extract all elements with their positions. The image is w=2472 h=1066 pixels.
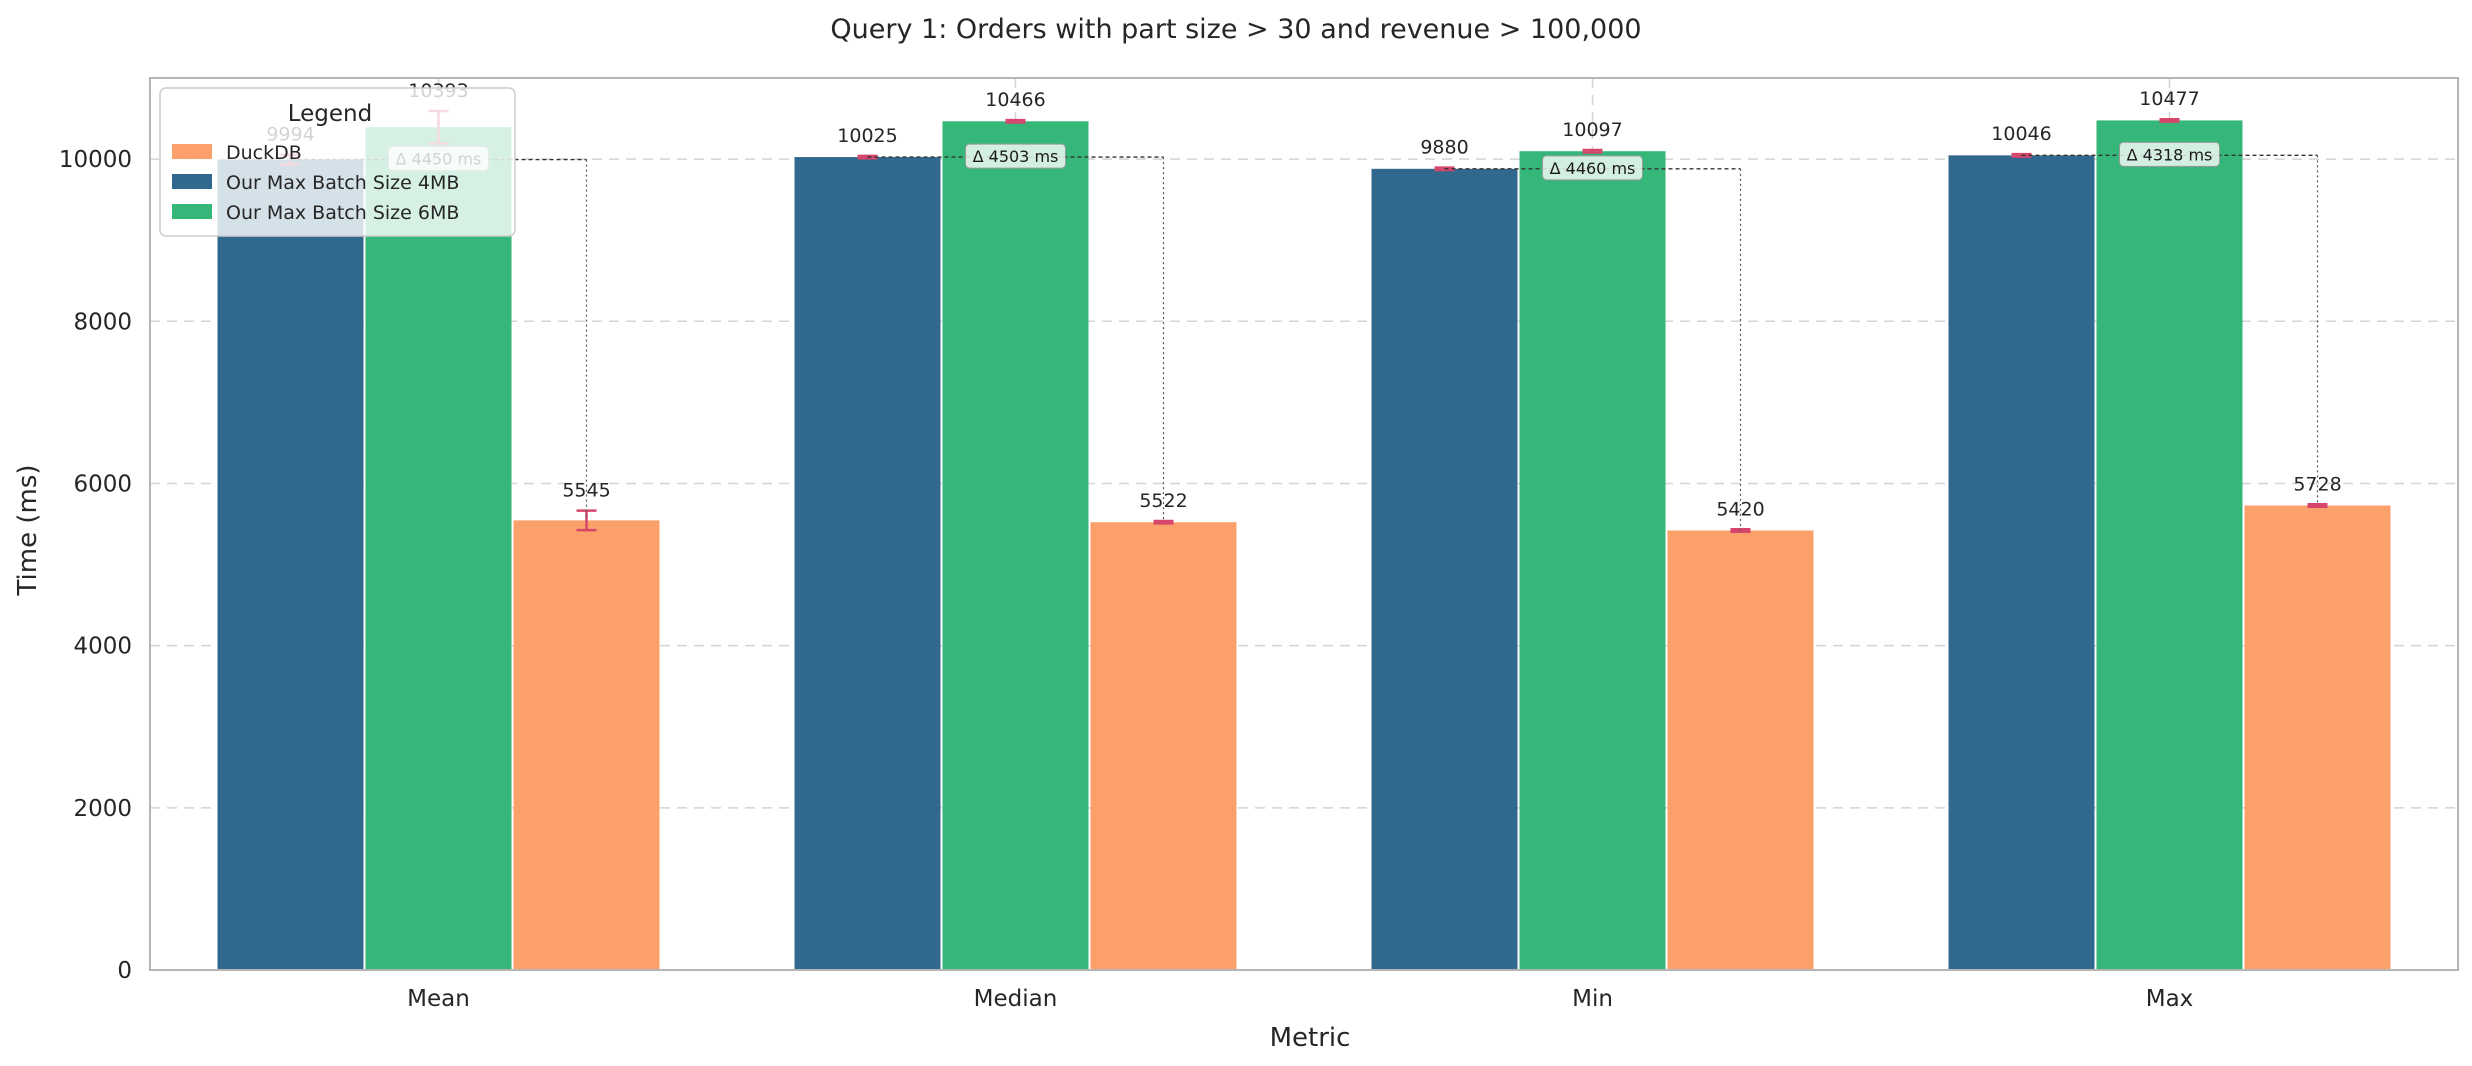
- delta-label: Δ 4503 ms: [973, 147, 1059, 166]
- bar: [942, 121, 1089, 970]
- x-axis-label: Metric: [1270, 1023, 1351, 1053]
- legend-entry: DuckDB: [226, 142, 302, 164]
- legend-swatch: [172, 174, 212, 189]
- delta-annotations: Δ 4450 msΔ 4503 msΔ 4460 msΔ 4318 ms: [290, 141, 2319, 531]
- legend-swatch: [172, 144, 212, 159]
- legend-swatch: [172, 204, 212, 219]
- bar: [1667, 530, 1814, 970]
- bar: [513, 520, 660, 970]
- legend-box: [159, 87, 516, 237]
- bar: [217, 159, 364, 970]
- axis-ticks: 0 2000 4000 6000 8000 10000 Mean Median Min Max: [59, 147, 2193, 1012]
- y-tick-label: 8000: [73, 309, 132, 335]
- bar-value-label: 10477: [2139, 88, 2199, 110]
- y-tick-label: 6000: [73, 471, 132, 497]
- plot-frame: [149, 77, 2459, 971]
- bar-value-label: 10046: [1991, 123, 2051, 145]
- legend-title: Legend: [288, 101, 373, 127]
- bar: [1948, 155, 2095, 971]
- y-tick-label: 0: [117, 958, 132, 984]
- delta-label-box: [965, 143, 1066, 169]
- delta-label-box: [1542, 155, 1643, 181]
- bar-value-label: 10466: [985, 89, 1045, 111]
- bar: [1371, 168, 1518, 970]
- bar-value-label: 10097: [1562, 119, 1622, 141]
- bars: 9994100259880100461039310466100971047755…: [217, 80, 2391, 971]
- bar-value-label: 10025: [837, 125, 897, 147]
- bar-value-label: 9880: [1420, 137, 1468, 159]
- y-tick-label: 10000: [59, 147, 132, 173]
- delta-label: Δ 4460 ms: [1550, 159, 1636, 178]
- y-tick-label: 2000: [73, 796, 132, 822]
- bar: [1519, 151, 1666, 970]
- delta-label-box: [2119, 141, 2220, 167]
- legend-entry: Our Max Batch Size 4MB: [226, 172, 459, 194]
- y-tick-label: 4000: [73, 634, 132, 660]
- delta-label: Δ 4318 ms: [2127, 145, 2213, 164]
- y-axis-label: Time (ms): [13, 464, 43, 596]
- plot-border: [149, 77, 2459, 971]
- bar-value-label: 5728: [2293, 473, 2341, 495]
- bar: [365, 127, 512, 971]
- bar-value-label: 5522: [1139, 490, 1187, 512]
- x-tick-label: Min: [1572, 986, 1613, 1012]
- x-tick-label: Median: [974, 986, 1058, 1012]
- x-tick-label: Mean: [407, 986, 470, 1012]
- bar: [794, 157, 941, 971]
- bar: [2096, 120, 2243, 971]
- bar: [2244, 505, 2391, 970]
- legend: Legend DuckDB Our Max Batch Size 4MB Our Ma…: [159, 87, 516, 237]
- x-tick-label: Max: [2146, 986, 2194, 1012]
- legend-entry: Our Max Batch Size 6MB: [226, 202, 459, 224]
- bar: [1090, 522, 1237, 970]
- chart-title: Query 1: Orders with part size > 30 and …: [830, 14, 1641, 45]
